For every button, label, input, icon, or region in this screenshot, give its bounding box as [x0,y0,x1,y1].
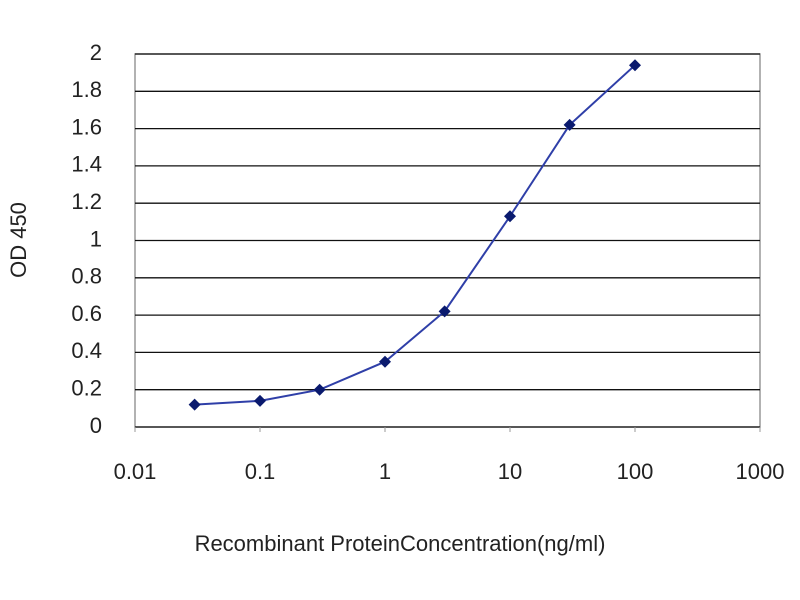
y-tick-label: 1.2 [71,189,102,214]
data-point [438,305,451,318]
data-point [629,59,641,72]
series-line [194,64,636,406]
y-tick-label: 0.8 [71,264,102,289]
x-tick-label: 1 [379,459,391,484]
x-tick-label: 0.01 [114,459,157,484]
data-point [379,355,391,368]
data-point [504,210,516,223]
y-tick-label: 0.2 [71,376,102,401]
data-point [188,398,201,411]
y-tick-label: 0 [90,413,102,438]
y-tick-label: 1.8 [71,77,102,102]
x-tick-label: 0.1 [245,459,276,484]
y-tick-label: 0.6 [71,301,102,326]
x-axis-label: Recombinant ProteinConcentration(ng/ml) [195,531,606,556]
data-point [563,118,576,131]
data-point [254,394,266,407]
y-tick-label: 0.4 [71,338,102,363]
y-tick-label: 1.4 [71,152,102,177]
y-tick-label: 1.6 [71,114,102,139]
x-tick-label: 100 [617,459,654,484]
x-tick-label: 1000 [736,459,785,484]
y-axis-label: OD 450 [6,202,31,278]
y-tick-label: 1 [90,226,102,251]
y-tick-label: 2 [90,40,102,65]
data-point [313,383,326,396]
x-tick-label: 10 [498,459,522,484]
